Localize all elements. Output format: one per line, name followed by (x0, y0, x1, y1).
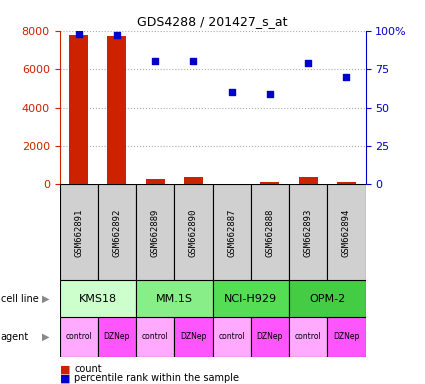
Text: GSM662893: GSM662893 (303, 208, 313, 257)
Bar (260, 182, 280, 184)
Bar (289, 317, 327, 357)
Text: percentile rank within the sample: percentile rank within the sample (74, 373, 239, 383)
Bar (145, 179, 164, 184)
Text: DZNep: DZNep (104, 333, 130, 341)
Bar (251, 184, 289, 280)
Text: control: control (218, 333, 245, 341)
Bar (136, 184, 174, 280)
Point (266, 91, 273, 97)
Bar (60, 184, 98, 280)
Bar (212, 280, 289, 317)
Point (152, 58, 159, 65)
Text: GSM662889: GSM662889 (150, 208, 160, 257)
Bar (298, 177, 317, 184)
Point (343, 74, 350, 80)
Text: agent: agent (1, 332, 29, 342)
Text: control: control (142, 333, 168, 341)
Text: DZNep: DZNep (180, 333, 207, 341)
Text: count: count (74, 364, 102, 374)
Point (305, 60, 312, 66)
Bar (174, 184, 212, 280)
Text: GSM662890: GSM662890 (189, 208, 198, 257)
Text: ■: ■ (60, 373, 70, 383)
Text: MM.1S: MM.1S (156, 293, 193, 304)
Text: ▶: ▶ (42, 332, 50, 342)
Text: cell line: cell line (1, 293, 39, 304)
Point (75, 31, 82, 37)
Text: GSM662888: GSM662888 (265, 208, 275, 257)
Bar (98, 184, 136, 280)
Point (113, 32, 120, 38)
Title: GDS4288 / 201427_s_at: GDS4288 / 201427_s_at (137, 15, 288, 28)
Text: GSM662894: GSM662894 (342, 208, 351, 257)
Bar (107, 36, 127, 184)
Bar (136, 317, 174, 357)
Text: DZNep: DZNep (257, 333, 283, 341)
Bar (98, 317, 136, 357)
Bar (184, 177, 203, 184)
Bar (212, 317, 251, 357)
Bar (212, 184, 251, 280)
Point (228, 89, 235, 95)
Text: GSM662891: GSM662891 (74, 208, 83, 257)
Bar (327, 184, 366, 280)
Text: control: control (295, 333, 321, 341)
Bar (289, 280, 366, 317)
Text: OPM-2: OPM-2 (309, 293, 346, 304)
Bar (69, 35, 88, 184)
Bar (327, 317, 366, 357)
Bar (60, 317, 98, 357)
Bar (289, 184, 327, 280)
Bar (251, 317, 289, 357)
Text: DZNep: DZNep (333, 333, 360, 341)
Text: control: control (65, 333, 92, 341)
Text: ▶: ▶ (42, 293, 50, 304)
Text: GSM662887: GSM662887 (227, 208, 236, 257)
Bar (60, 280, 136, 317)
Bar (337, 182, 356, 184)
Text: KMS18: KMS18 (79, 293, 117, 304)
Bar (136, 280, 212, 317)
Text: ■: ■ (60, 364, 70, 374)
Text: NCI-H929: NCI-H929 (224, 293, 277, 304)
Point (190, 58, 197, 65)
Bar (174, 317, 212, 357)
Text: GSM662892: GSM662892 (112, 208, 122, 257)
